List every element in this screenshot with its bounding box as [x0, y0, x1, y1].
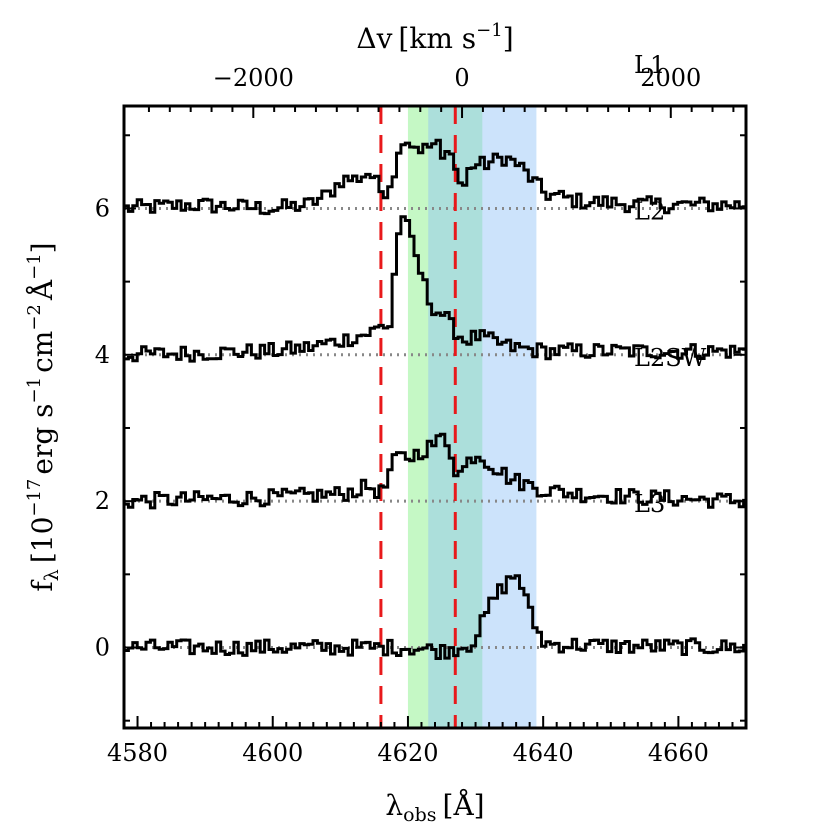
series-label-l2: L2 — [634, 197, 665, 225]
x-tick-label-4620: 4620 — [377, 739, 438, 767]
spectra — [124, 138, 746, 660]
shaded-band-1 — [407, 106, 483, 728]
series-labels: L1 L2 L2SW L3 — [634, 51, 707, 518]
spectrum-line-l3 — [124, 574, 746, 660]
series-label-l3: L3 — [634, 490, 665, 518]
top-tick-label-2: 2000 — [640, 64, 701, 92]
y-tick-label-2: 2 — [95, 487, 110, 515]
shaded-band-2 — [428, 106, 537, 728]
wavelength-bands — [407, 106, 537, 728]
spectrum-line-l2 — [124, 215, 746, 363]
x-tick-label-4600: 4600 — [242, 739, 303, 767]
reference-lines — [379, 106, 457, 728]
y-axis-title: fλ[10−17erg s−1cm−2Å−1] — [24, 242, 63, 591]
x-axis-title: λobs [Å] — [385, 789, 484, 826]
series-label-l1: L1 — [634, 51, 665, 79]
y-tick-label-6: 6 — [95, 194, 110, 222]
spectrum-line-l2sw — [124, 432, 746, 510]
top-tick-label-0: −2000 — [213, 64, 294, 92]
y-tick-label-0: 0 — [95, 634, 110, 662]
axis-ticks: 4580 4600 4620 4640 4660 −2000 0 2000 0 2 4 6 — [95, 64, 747, 767]
x-tick-label-4660: 4660 — [648, 739, 709, 767]
top-axis-title: Δv [km s−1] — [356, 20, 513, 55]
x-tick-label-4640: 4640 — [513, 739, 574, 767]
spectrum-line-l1 — [124, 138, 746, 216]
series-label-l2sw: L2SW — [634, 344, 707, 372]
y-tick-label-4: 4 — [95, 341, 110, 369]
top-tick-label-1: 0 — [454, 64, 469, 92]
x-tick-label-4580: 4580 — [107, 739, 168, 767]
